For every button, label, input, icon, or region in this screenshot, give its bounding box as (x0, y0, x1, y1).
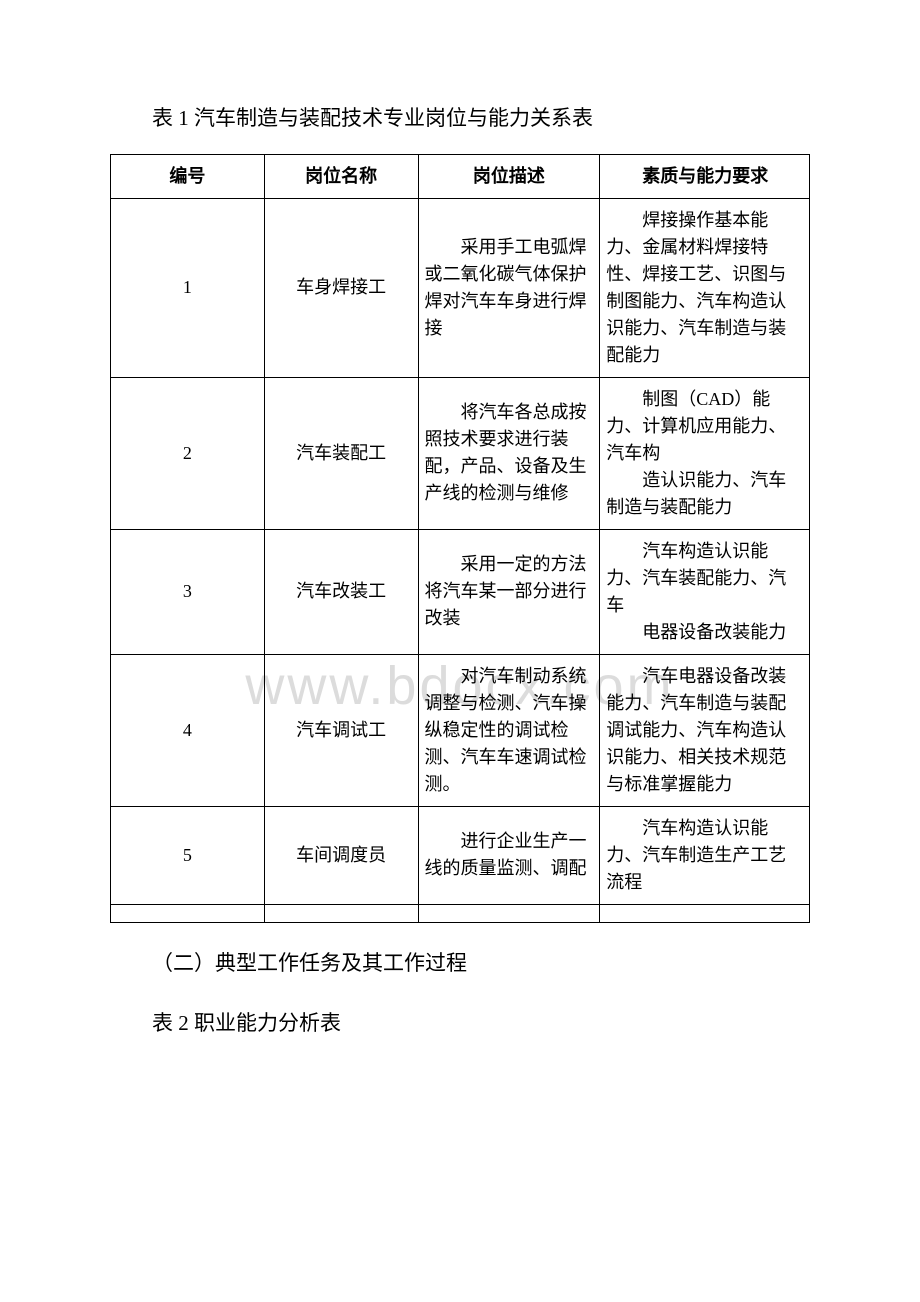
cell-name: 汽车调试工 (264, 654, 418, 806)
cell-num: 4 (111, 654, 265, 806)
cell-req: 焊接操作基本能力、金属材料焊接特性、焊接工艺、识图与制图能力、汽车构造认识能力、… (600, 198, 810, 377)
cell-name: 车身焊接工 (264, 198, 418, 377)
table-title: 表 1 汽车制造与装配技术专业岗位与能力关系表 (110, 100, 810, 138)
cell-name: 汽车改装工 (264, 529, 418, 654)
table-row: 4 汽车调试工 对汽车制动系统调整与检测、汽车操纵稳定性的调试检测、汽车车速调试… (111, 654, 810, 806)
job-ability-table: 编号 岗位名称 岗位描述 素质与能力要求 1 车身焊接工 采用手工电弧焊或二氧化… (110, 154, 810, 923)
empty-cell (264, 904, 418, 922)
table-row: 1 车身焊接工 采用手工电弧焊或二氧化碳气体保护焊对汽车车身进行焊接 焊接操作基… (111, 198, 810, 377)
cell-num: 5 (111, 806, 265, 904)
table-row: 5 车间调度员 进行企业生产一线的质量监测、调配 汽车构造认识能力、汽车制造生产… (111, 806, 810, 904)
cell-desc: 对汽车制动系统调整与检测、汽车操纵稳定性的调试检测、汽车车速调试检测。 (418, 654, 600, 806)
cell-desc: 将汽车各总成按照技术要求进行装配，产品、设备及生产线的检测与维修 (418, 377, 600, 529)
table-header-row: 编号 岗位名称 岗位描述 素质与能力要求 (111, 154, 810, 198)
header-req: 素质与能力要求 (600, 154, 810, 198)
header-desc: 岗位描述 (418, 154, 600, 198)
cell-req: 汽车电器设备改装能力、汽车制造与装配调试能力、汽车构造认识能力、相关技术规范与标… (600, 654, 810, 806)
cell-desc: 采用一定的方法将汽车某一部分进行改装 (418, 529, 600, 654)
cell-num: 3 (111, 529, 265, 654)
table-row: 2 汽车装配工 将汽车各总成按照技术要求进行装配，产品、设备及生产线的检测与维修… (111, 377, 810, 529)
table2-title: 表 2 职业能力分析表 (110, 1005, 810, 1043)
empty-cell (111, 904, 265, 922)
cell-num: 1 (111, 198, 265, 377)
cell-num: 2 (111, 377, 265, 529)
cell-name: 车间调度员 (264, 806, 418, 904)
table-row-empty (111, 904, 810, 922)
table-row: 3 汽车改装工 采用一定的方法将汽车某一部分进行改装 汽车构造认识能力、汽车装配… (111, 529, 810, 654)
cell-desc: 采用手工电弧焊或二氧化碳气体保护焊对汽车车身进行焊接 (418, 198, 600, 377)
cell-req: 制图（CAD）能力、计算机应用能力、汽车构 造认识能力、汽车制造与装配能力 (600, 377, 810, 529)
cell-req: 汽车构造认识能力、汽车装配能力、汽车 电器设备改装能力 (600, 529, 810, 654)
cell-name: 汽车装配工 (264, 377, 418, 529)
header-name: 岗位名称 (264, 154, 418, 198)
header-num: 编号 (111, 154, 265, 198)
empty-cell (600, 904, 810, 922)
cell-req: 汽车构造认识能力、汽车制造生产工艺流程 (600, 806, 810, 904)
empty-cell (418, 904, 600, 922)
section-heading: （二）典型工作任务及其工作过程 (110, 945, 810, 983)
cell-desc: 进行企业生产一线的质量监测、调配 (418, 806, 600, 904)
